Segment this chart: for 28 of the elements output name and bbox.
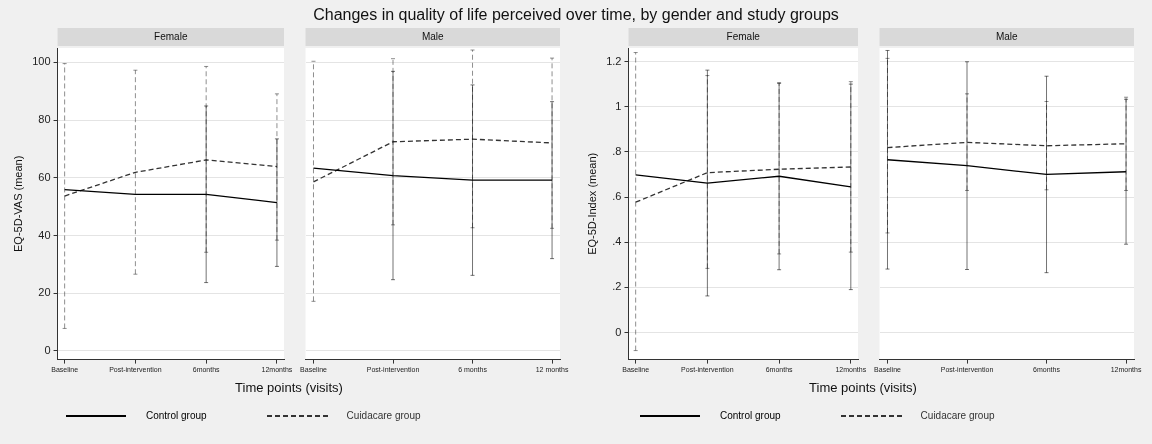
line-series (635, 166, 852, 203)
y-tick-label: .4 (612, 235, 622, 248)
text: Control group (720, 410, 781, 421)
y-tick-label: 40 (38, 228, 51, 241)
y-axis-title: EQ-5D-Index (mean) (585, 152, 598, 255)
text: Control group (146, 410, 207, 421)
y-tick-label: .6 (612, 190, 622, 203)
legend-label: Cuidacare group (920, 410, 995, 421)
y-tick-label: 20 (38, 286, 51, 299)
y-tick-label: 1 (615, 99, 622, 112)
chart-title: Female (154, 30, 188, 42)
y-tick-label: 100 (32, 55, 51, 68)
chart-title: Male (421, 30, 445, 42)
y-tick-label: 0 (615, 325, 622, 338)
chart-title: Male (995, 30, 1019, 42)
legend-label: Cuidacare group (346, 410, 421, 421)
line-series (63, 159, 278, 197)
y-tick-label: 0 (44, 343, 51, 356)
chart-title: Female (726, 30, 761, 42)
x-axis-title: Time points (visits) (808, 380, 918, 395)
y-tick-label: 1.2 (606, 54, 622, 67)
y-tick-label: .2 (612, 280, 622, 293)
x-axis-title: Time points (visits) (234, 380, 344, 395)
text: Changes in quality of life perceived over time, by gender and study groups (312, 6, 840, 24)
y-axis-title: EQ-5D-VAS (mean) (11, 155, 24, 252)
y-tick-label: 80 (38, 113, 51, 126)
y-tick-label: 60 (38, 170, 51, 183)
y-tick-label: .8 (612, 144, 622, 157)
